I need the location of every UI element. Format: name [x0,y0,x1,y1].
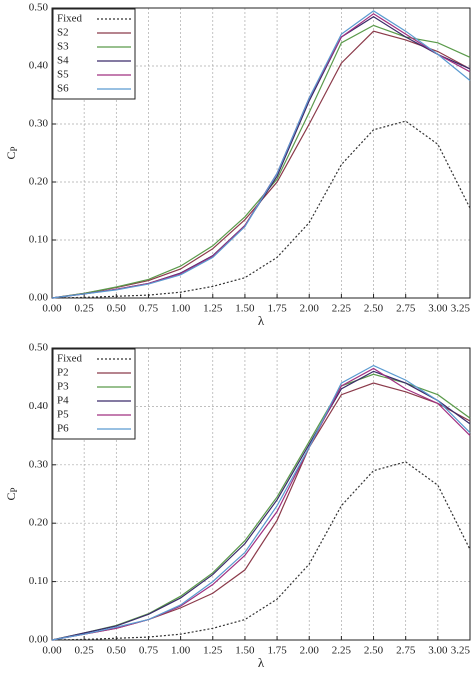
x-tick-label: 1.50 [235,303,255,315]
y-axis-label: CP [4,487,19,500]
y-axis-label-sub: P [9,146,19,151]
plot-frame [51,347,471,641]
legend-label: S2 [57,27,69,39]
x-tick-label: 2.25 [332,303,352,315]
chart: 0.00 0.10 0.20 0.30 0.40 0.50 0.00 0.25 0.50 0.75… [4,342,471,670]
x-tick-label: 2.00 [300,645,320,657]
legend-label: P6 [57,423,69,435]
data-line [51,120,471,299]
x-tick-label: 0.75 [139,645,159,657]
x-tick-label: 1.50 [235,645,255,657]
y-tick-label: 0.20 [29,176,49,188]
x-tick-label: 2.00 [300,303,320,315]
x-tick-label: 1.00 [171,303,191,315]
x-tick-label: 1.25 [203,303,223,315]
y-axis-label-sub: P [9,487,19,492]
data-line [51,10,471,299]
legend-label: P2 [57,367,69,379]
y-tick-label: 0.50 [29,342,49,354]
x-tick-label: 2.75 [396,303,416,315]
x-tick-label: 1.00 [171,645,191,657]
x-tick-label: 3.25 [451,303,471,315]
x-tick-label: 0.50 [107,645,127,657]
x-tick-label: 2.75 [396,645,416,657]
chart: 0.00 0.10 0.20 0.30 0.40 0.50 0.00 0.25 0.50 0.75… [4,2,471,328]
y-tick-label: 0.00 [29,634,49,646]
x-tick-label: 0.25 [75,303,95,315]
legend-label: S6 [57,83,69,95]
data-line [51,364,471,641]
x-tick-label: 2.25 [332,645,352,657]
x-tick-label: 1.75 [267,303,287,315]
data-line [51,370,471,641]
y-axis-label-main: C [4,493,18,501]
x-tick-label: 0.50 [107,303,127,315]
y-tick-label: 0.10 [29,234,49,246]
legend-label: P5 [57,409,69,421]
x-tick-label: 1.75 [267,645,287,657]
x-tick-label: 0.75 [139,303,159,315]
data-line [51,367,471,641]
y-tick-label: 0.10 [29,575,49,587]
legend-box [52,348,136,440]
legend-label: Fixed [57,353,83,365]
x-tick-label: 2.50 [364,645,384,657]
y-axis-label-main: C [4,152,18,160]
y-tick-label: 0.40 [29,60,49,72]
legend-box [52,8,136,100]
data-line [51,24,471,299]
x-tick-label: 0.00 [42,645,62,657]
x-tick-label: 1.25 [203,645,223,657]
y-tick-label: 0.30 [29,458,49,470]
x-axis-label: λ [258,655,265,670]
legend-label: S5 [57,69,69,81]
x-tick-label: 2.50 [364,303,384,315]
y-tick-label: 0.40 [29,400,49,412]
y-tick-label: 0.30 [29,118,49,130]
y-tick-label: 0.20 [29,517,49,529]
x-tick-label: 0.25 [75,645,95,657]
plot-frame [51,7,471,299]
legend-label: P3 [57,381,69,393]
data-line [51,461,471,641]
x-tick-label: 3.00 [428,645,448,657]
y-tick-label: 0.00 [29,292,49,304]
legend-label: S3 [57,41,69,53]
x-tick-label: 3.25 [451,645,471,657]
legend-label: Fixed [57,13,83,25]
x-tick-label: 3.00 [428,303,448,315]
legend-label: P4 [57,395,69,407]
y-axis-label: CP [4,146,19,159]
legend-label: S4 [57,55,69,67]
x-tick-label: 0.00 [42,303,62,315]
x-axis-label: λ [258,313,265,328]
y-tick-label: 0.50 [29,2,49,14]
